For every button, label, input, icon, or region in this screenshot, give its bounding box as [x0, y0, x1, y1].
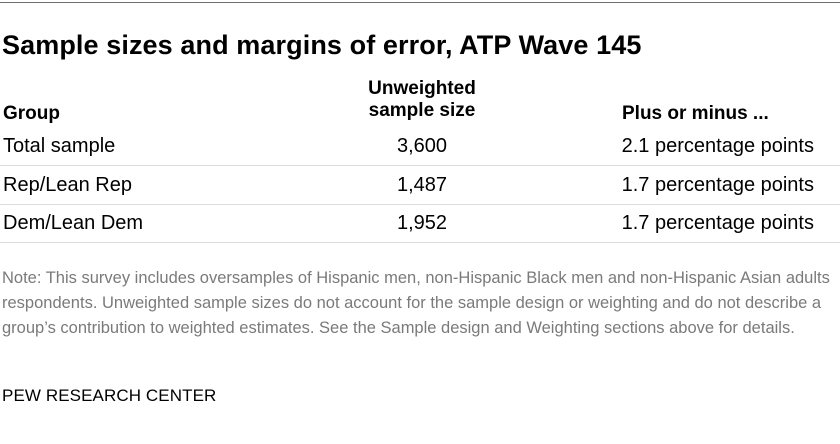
row-margin-of-error: 2.1 percentage points	[621, 135, 814, 157]
table-row: Total sample 3,600 2.1 percentage points	[0, 127, 840, 165]
source-credit: PEW RESEARCH CENTER	[2, 386, 217, 405]
column-header-sample-size: Unweighted sample size	[322, 78, 522, 122]
table-title: Sample sizes and margins of error, ATP W…	[2, 30, 642, 60]
table-row: Rep/Lean Rep 1,487 1.7 percentage points	[0, 166, 840, 204]
row-group-label: Rep/Lean Rep	[3, 174, 132, 196]
row-divider	[0, 242, 840, 243]
column-header-margin-of-error: Plus or minus ...	[622, 103, 769, 124]
row-margin-of-error: 1.7 percentage points	[621, 174, 814, 196]
row-sample-size: 1,952	[396, 212, 448, 234]
column-header-group: Group	[3, 103, 60, 124]
row-sample-size: 3,600	[396, 135, 448, 157]
top-divider	[0, 2, 840, 3]
column-header-sample-size-line1: Unweighted	[368, 78, 476, 99]
table-row: Dem/Lean Dem 1,952 1.7 percentage points	[0, 204, 840, 242]
row-sample-size: 1,487	[396, 174, 448, 196]
row-group-label: Dem/Lean Dem	[3, 212, 144, 234]
row-margin-of-error: 1.7 percentage points	[621, 212, 814, 234]
row-divider	[0, 204, 840, 205]
table-note: Note: This survey includes oversamples o…	[2, 269, 830, 337]
row-divider	[0, 165, 840, 166]
row-group-label: Total sample	[3, 135, 116, 157]
column-header-sample-size-line2: sample size	[368, 100, 476, 121]
